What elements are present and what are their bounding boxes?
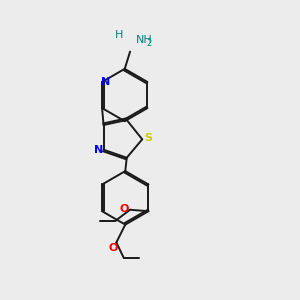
Text: O: O [109, 243, 118, 253]
Text: NH: NH [135, 35, 152, 45]
Text: S: S [144, 133, 152, 143]
Text: H: H [115, 30, 123, 40]
Text: 2: 2 [146, 39, 152, 48]
Text: N: N [94, 145, 103, 155]
Text: O: O [120, 204, 129, 214]
Text: N: N [101, 77, 110, 87]
